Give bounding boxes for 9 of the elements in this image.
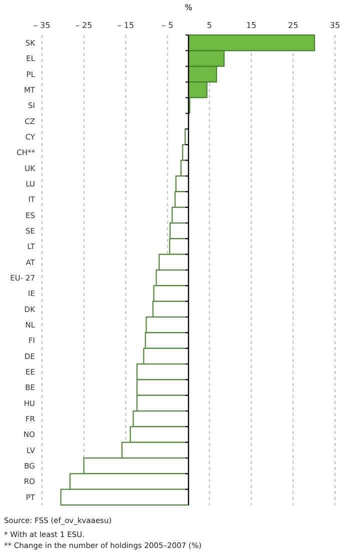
x-tick-label: – 25 [75,21,92,30]
x-tick-label: – 5 [162,21,174,30]
x-axis-title: % [184,3,193,12]
x-tick-label: 35 [330,21,340,30]
x-tick-label: – 35 [34,21,50,30]
x-tick-label: 15 [246,21,256,30]
x-tick-label: 25 [288,21,298,30]
x-tick-label: 5 [206,21,212,30]
x-tick-label: – 15 [117,21,134,30]
